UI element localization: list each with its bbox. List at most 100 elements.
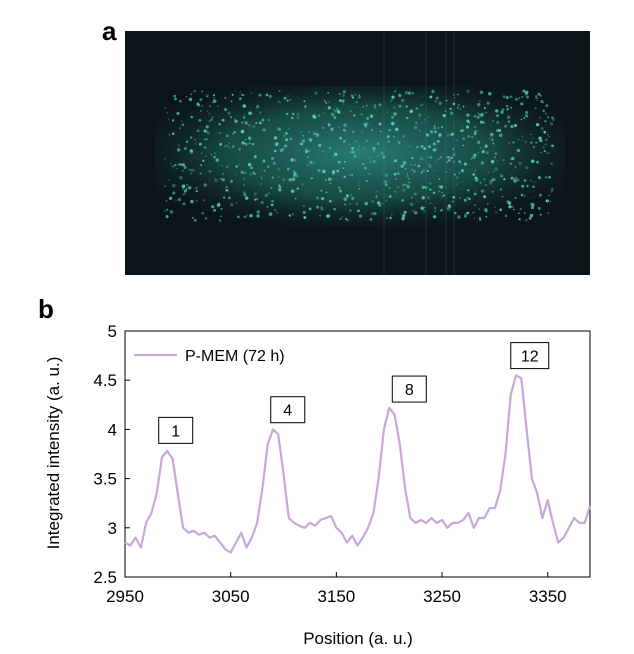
speckle <box>190 115 194 119</box>
speckle <box>455 176 459 180</box>
speckle <box>320 206 323 209</box>
speckle <box>456 93 459 96</box>
speckle <box>225 189 228 192</box>
speckle <box>358 214 363 218</box>
speckle <box>260 200 264 205</box>
speckle <box>371 200 375 203</box>
speckle <box>373 104 377 107</box>
speckle <box>491 190 494 193</box>
speckle <box>198 119 202 122</box>
speckle <box>296 187 299 190</box>
speckle <box>417 164 421 168</box>
speckle <box>281 147 285 151</box>
speckle <box>205 138 208 141</box>
speckle <box>165 199 168 202</box>
speckle <box>315 135 318 138</box>
speckle <box>468 121 470 124</box>
y-ticks: 2.5 3 3.5 4 4.5 5 <box>93 322 130 587</box>
speckle <box>243 114 245 116</box>
speckle <box>428 116 430 118</box>
speckle <box>355 202 359 206</box>
micrograph-glow-region <box>155 86 565 226</box>
speckle <box>292 170 296 173</box>
speckle <box>327 106 331 110</box>
speckle <box>395 178 397 180</box>
x-tick-label: 3250 <box>423 587 461 606</box>
speckle <box>242 191 247 195</box>
speckle <box>289 99 292 101</box>
speckle <box>357 209 360 213</box>
speckle <box>437 185 441 188</box>
speckle <box>195 186 198 190</box>
speckle <box>344 217 348 221</box>
speckle <box>413 170 416 173</box>
speckle <box>240 129 245 134</box>
speckle <box>506 200 509 203</box>
speckle <box>483 106 487 110</box>
speckle <box>365 179 368 183</box>
speckle <box>453 173 456 176</box>
speckle <box>446 207 449 209</box>
annotation-label: 12 <box>521 349 539 366</box>
speckle <box>429 155 433 159</box>
speckle <box>250 166 253 170</box>
speckle <box>477 152 479 154</box>
speckle <box>354 93 357 96</box>
speckle <box>301 183 304 186</box>
speckle <box>467 135 470 138</box>
speckle <box>363 123 367 126</box>
speckle <box>509 162 512 165</box>
speckle <box>542 109 545 113</box>
speckle <box>523 212 526 214</box>
speckle <box>215 158 219 162</box>
speckle <box>333 116 336 119</box>
speckle <box>468 197 471 200</box>
speckle <box>480 161 485 165</box>
speckle <box>171 165 175 168</box>
speckle <box>376 142 380 145</box>
speckle <box>488 92 492 96</box>
speckle <box>277 176 280 178</box>
speckle <box>536 160 539 164</box>
speckle <box>225 188 230 193</box>
speckle <box>247 163 252 167</box>
speckle <box>357 149 359 151</box>
speckle <box>241 141 245 145</box>
speckle <box>459 108 461 110</box>
speckle <box>220 207 223 210</box>
speckle <box>351 173 353 176</box>
speckle <box>371 129 374 132</box>
speckle <box>355 140 358 143</box>
speckle <box>178 99 182 103</box>
speckle <box>446 161 448 163</box>
speckle <box>313 132 317 136</box>
speckle <box>462 137 466 141</box>
speckle <box>278 128 282 131</box>
speckle <box>236 159 239 161</box>
speckle <box>225 165 229 169</box>
speckle <box>394 159 398 163</box>
speckle <box>368 157 371 160</box>
speckle <box>423 206 426 209</box>
speckle <box>385 200 388 202</box>
speckle <box>206 95 208 98</box>
speckle <box>547 152 550 154</box>
speckle <box>434 207 437 210</box>
speckle <box>256 105 260 109</box>
speckle <box>316 115 318 118</box>
speckle <box>303 100 306 103</box>
speckle <box>317 114 321 117</box>
speckle <box>283 96 287 100</box>
speckle <box>302 210 306 215</box>
speckle <box>188 186 192 190</box>
speckle <box>188 97 193 102</box>
speckle <box>271 203 273 206</box>
speckle <box>540 99 544 104</box>
speckle <box>521 95 524 98</box>
speckle <box>535 95 537 97</box>
speckle <box>444 110 447 112</box>
x-tick-label: 3350 <box>529 587 567 606</box>
speckle <box>467 189 470 192</box>
speckle <box>168 196 173 200</box>
speckle <box>523 117 526 120</box>
